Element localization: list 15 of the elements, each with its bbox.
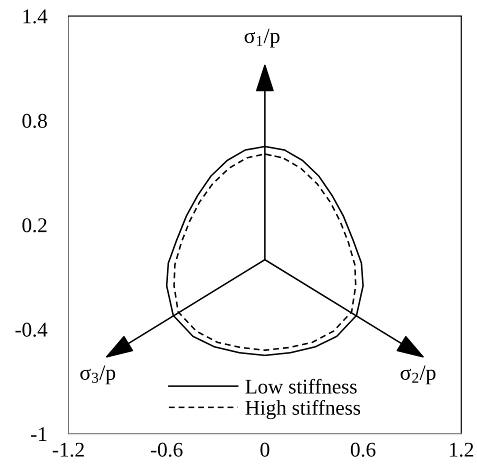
x-tick-label: -1.2	[52, 442, 84, 457]
x-tick-label: 1.2	[450, 442, 474, 457]
y-tick-label: 0.2	[22, 218, 47, 232]
annotation: σ$_{3}$/p	[80, 366, 116, 384]
legend-label: High stiffness	[246, 400, 360, 420]
y-tick-label: -1	[31, 427, 46, 441]
annotation: σ$_{2}$/p	[400, 366, 436, 384]
y-tick-label: -0.4	[15, 322, 48, 337]
x-tick-label: 0	[260, 442, 270, 457]
y-tick-label: 0.8	[22, 114, 47, 128]
x-tick-label: -0.6	[150, 442, 183, 457]
annotation: σ$_{1}$/p	[244, 28, 280, 48]
y-tick-label: 1.4	[23, 9, 48, 24]
legend-label: Low stiffness	[246, 378, 357, 394]
x-tick-label: 0.6	[350, 442, 376, 457]
